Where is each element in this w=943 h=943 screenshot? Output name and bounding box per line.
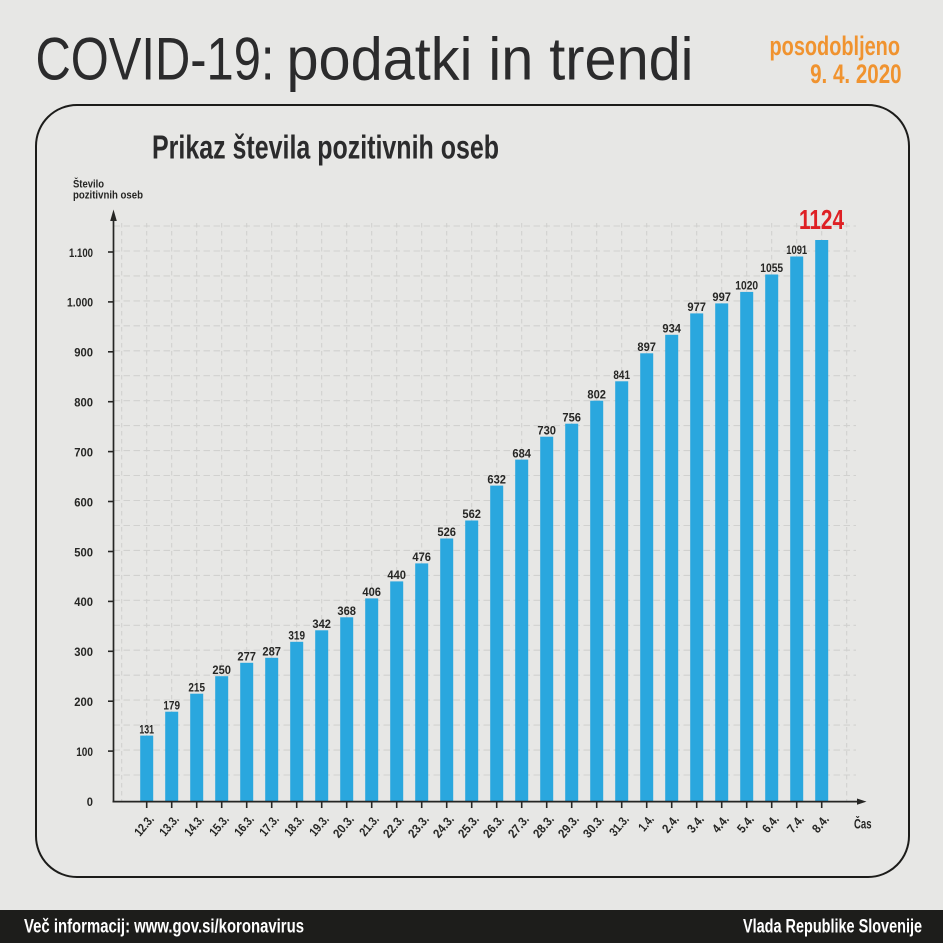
svg-text:24.3.: 24.3. — [430, 812, 457, 840]
svg-text:COVID-19:: COVID-19: — [36, 26, 275, 93]
svg-text:500: 500 — [74, 545, 93, 559]
svg-text:25.3.: 25.3. — [455, 812, 482, 840]
svg-text:277: 277 — [237, 650, 256, 664]
svg-text:1.000: 1.000 — [67, 296, 93, 310]
svg-text:440: 440 — [387, 568, 406, 582]
svg-text:18.3.: 18.3. — [282, 812, 307, 839]
svg-text:997: 997 — [712, 290, 731, 304]
svg-text:14.3.: 14.3. — [182, 812, 207, 839]
svg-text:Število: Število — [73, 178, 104, 191]
svg-text:1091: 1091 — [786, 243, 807, 257]
svg-text:12.3.: 12.3. — [132, 812, 157, 839]
svg-text:802: 802 — [587, 387, 606, 401]
svg-text:2.4.: 2.4. — [659, 812, 682, 835]
svg-text:31.3.: 31.3. — [607, 812, 632, 839]
svg-text:6.4.: 6.4. — [759, 812, 782, 835]
svg-text:841: 841 — [613, 368, 630, 382]
svg-text:131: 131 — [139, 722, 154, 736]
svg-text:0: 0 — [87, 795, 93, 809]
svg-text:15.3.: 15.3. — [207, 812, 232, 839]
svg-text:526: 526 — [437, 525, 456, 539]
svg-text:13.3.: 13.3. — [157, 812, 182, 839]
svg-text:1055: 1055 — [760, 261, 783, 275]
svg-text:23.3.: 23.3. — [405, 812, 432, 840]
svg-text:730: 730 — [537, 423, 556, 437]
svg-text:17.3.: 17.3. — [257, 812, 282, 839]
svg-text:1.4.: 1.4. — [636, 812, 657, 834]
svg-text:30.3.: 30.3. — [580, 812, 607, 840]
svg-text:3.4.: 3.4. — [684, 812, 707, 835]
svg-text:342: 342 — [312, 617, 331, 631]
svg-text:300: 300 — [74, 645, 93, 659]
svg-text:22.3.: 22.3. — [380, 812, 407, 840]
svg-text:632: 632 — [487, 472, 506, 486]
svg-text:Prikaz števila pozitivnih oseb: Prikaz števila pozitivnih oseb — [152, 128, 499, 165]
svg-text:200: 200 — [74, 695, 93, 709]
svg-text:posodobljeno: posodobljeno — [770, 31, 901, 61]
svg-text:684: 684 — [512, 446, 531, 460]
svg-text:pozitivnih oseb: pozitivnih oseb — [73, 190, 143, 202]
svg-text:977: 977 — [687, 300, 706, 314]
svg-text:26.3.: 26.3. — [480, 812, 507, 840]
svg-text:7.4.: 7.4. — [784, 812, 807, 835]
svg-text:700: 700 — [74, 445, 93, 459]
svg-text:21.3.: 21.3. — [357, 812, 382, 839]
svg-text:400: 400 — [74, 595, 93, 609]
svg-text:1.100: 1.100 — [69, 246, 93, 260]
svg-text:1124: 1124 — [799, 204, 845, 235]
svg-text:8.4.: 8.4. — [809, 812, 832, 835]
svg-text:756: 756 — [562, 410, 581, 424]
svg-text:287: 287 — [262, 645, 281, 659]
svg-text:600: 600 — [74, 495, 93, 509]
svg-text:900: 900 — [74, 346, 93, 360]
svg-text:19.3.: 19.3. — [307, 812, 332, 839]
svg-text:562: 562 — [462, 507, 481, 521]
svg-text:16.3.: 16.3. — [232, 812, 257, 839]
svg-text:215: 215 — [188, 680, 205, 694]
svg-text:4.4.: 4.4. — [709, 812, 732, 835]
svg-text:800: 800 — [74, 396, 93, 410]
svg-text:27.3.: 27.3. — [505, 812, 532, 840]
svg-text:28.3.: 28.3. — [530, 812, 557, 840]
svg-text:29.3.: 29.3. — [555, 812, 582, 840]
svg-text:5.4.: 5.4. — [734, 812, 757, 835]
svg-text:Vlada Republike Slovenije: Vlada Republike Slovenije — [743, 917, 922, 938]
svg-text:250: 250 — [212, 663, 231, 677]
svg-text:897: 897 — [637, 340, 656, 354]
svg-text:406: 406 — [362, 585, 381, 599]
svg-text:podatki in trendi: podatki in trendi — [287, 26, 694, 93]
svg-text:Več informacij: www.gov.si/kor: Več informacij: www.gov.si/koronavirus — [24, 917, 304, 938]
svg-text:476: 476 — [412, 550, 431, 564]
svg-text:1020: 1020 — [735, 279, 758, 293]
svg-text:934: 934 — [662, 322, 681, 336]
svg-text:20.3.: 20.3. — [330, 812, 357, 840]
svg-text:100: 100 — [76, 745, 93, 759]
svg-text:9. 4. 2020: 9. 4. 2020 — [810, 59, 902, 89]
svg-text:179: 179 — [163, 698, 180, 712]
svg-text:Čas: Čas — [854, 817, 872, 832]
svg-text:368: 368 — [337, 604, 356, 618]
svg-text:319: 319 — [288, 629, 305, 643]
